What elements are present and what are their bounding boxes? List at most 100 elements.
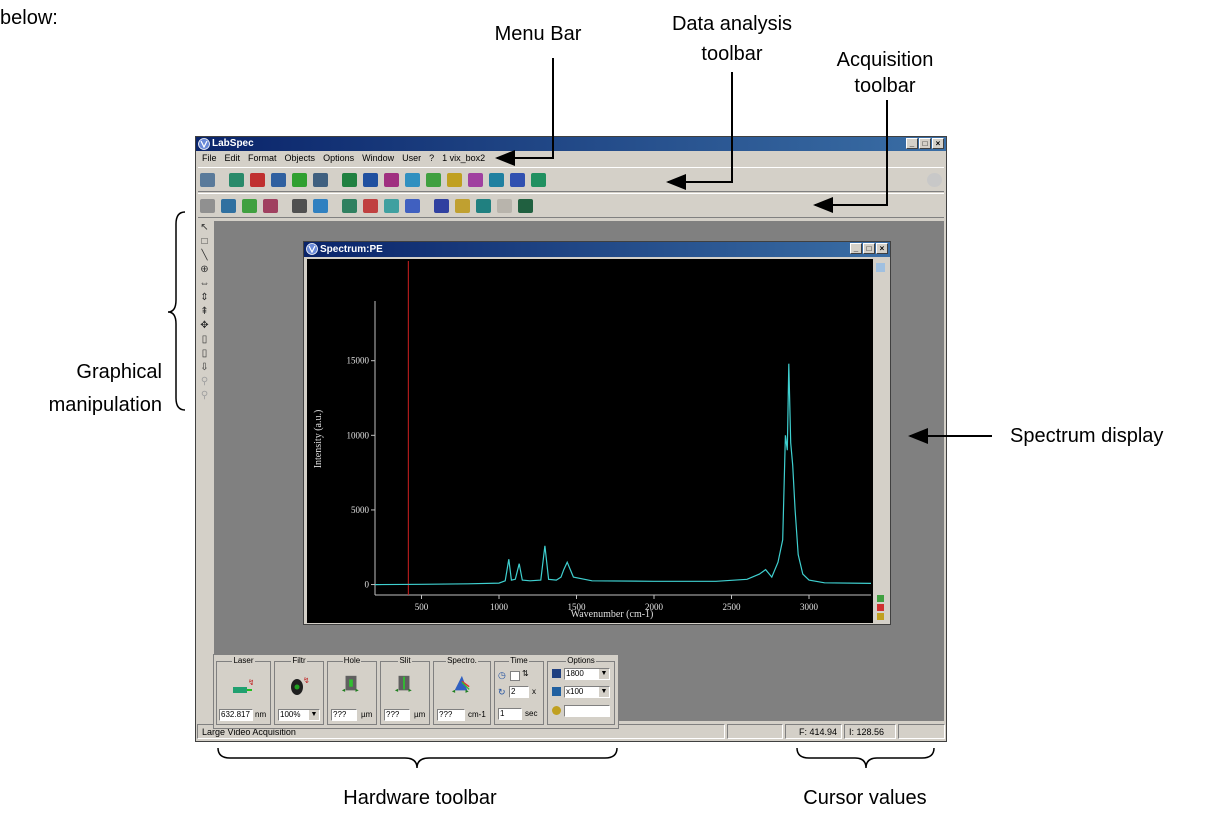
cursor-f-value: F: 414.94 (785, 724, 842, 739)
disabled-tool2-icon[interactable]: ⚲ (200, 390, 209, 401)
panel-green-icon[interactable] (877, 595, 884, 602)
pointer-tool-icon[interactable]: ↖ (200, 222, 209, 233)
horizontal-zoom-icon[interactable]: ⇔ (199, 278, 210, 289)
filter-dropdown-icon[interactable]: ▼ (309, 710, 319, 720)
spectrum-close-button[interactable]: × (876, 243, 888, 254)
filter-select[interactable]: 100% ▼ (278, 709, 320, 721)
spectrum-minimize-button[interactable]: _ (850, 243, 862, 254)
vertical-zoom-icon[interactable]: ⇕ (200, 292, 209, 303)
rectangle-tool-icon[interactable]: □ (201, 236, 208, 247)
realtime-button[interactable] (340, 196, 359, 215)
basket-button[interactable] (198, 170, 217, 189)
menu-recent-file[interactable]: 1 vix_box2 (442, 153, 486, 163)
grating-value: 1800 (566, 669, 584, 678)
minimize-button[interactable]: _ (906, 138, 918, 149)
vertical-shift-icon[interactable]: ⇞ (200, 306, 209, 317)
spectrum-maximize-button[interactable]: □ (863, 243, 875, 254)
menu-file[interactable]: File (202, 153, 217, 163)
map-button[interactable] (290, 170, 309, 189)
auto-button[interactable] (240, 196, 259, 215)
menu-window[interactable]: Window (362, 153, 395, 163)
hole-unit: µm (361, 710, 373, 719)
menu-edit[interactable]: Edit (224, 153, 241, 163)
laser-icon[interactable]: ↯ (231, 678, 253, 698)
spectra-button[interactable] (403, 170, 422, 189)
spectrum-window: Spectrum:PE _ □ × 500 1000 1500 2000 2500 300… (303, 241, 891, 625)
hole-input[interactable]: ??? (331, 709, 357, 721)
options-extra-input[interactable] (564, 705, 610, 717)
down-arrow-icon[interactable]: ⇩ (200, 362, 209, 373)
menu-options[interactable]: Options (323, 153, 355, 163)
line-tool-icon[interactable]: ╲ (201, 250, 208, 261)
options-label: Options (566, 656, 596, 665)
video-button[interactable] (219, 196, 238, 215)
spectrum-logo-icon (306, 243, 318, 255)
print-button[interactable] (311, 170, 330, 189)
seconds-input[interactable]: 1 (498, 708, 522, 720)
menu-format[interactable]: Format (248, 153, 277, 163)
grating-select[interactable]: 1800 ▼ (564, 668, 610, 680)
x-axis-label: Wavenumber (cm-1) (571, 609, 654, 620)
scatter-button[interactable] (382, 170, 401, 189)
spectrum-chart[interactable]: 500 1000 1500 2000 2500 3000 0 5000 10000 15000 W… (307, 259, 873, 623)
filter-group: Filtr ↯ 100% ▼ (274, 656, 324, 725)
multiwell-button[interactable] (474, 196, 493, 215)
peaks-button[interactable] (424, 170, 443, 189)
info-button[interactable] (340, 170, 359, 189)
open-button[interactable] (227, 170, 246, 189)
spectro-icon[interactable]: ◂ ▸ (450, 674, 472, 694)
spectrum-acq-button[interactable] (261, 196, 280, 215)
options-extra-icon[interactable] (552, 706, 561, 715)
grating-dropdown-icon[interactable]: ▼ (599, 669, 609, 679)
baseline-button[interactable] (508, 170, 527, 189)
profile-button[interactable] (432, 196, 451, 215)
expand-icon[interactable]: ▯ (201, 334, 208, 345)
image-button[interactable] (361, 170, 380, 189)
close-button[interactable]: × (932, 138, 944, 149)
menu-help[interactable]: ? (429, 153, 435, 163)
compress-icon[interactable]: ▯ (201, 348, 208, 359)
panel-top-icon[interactable] (876, 263, 885, 272)
panel-yellow-icon[interactable] (877, 613, 884, 620)
camera-button[interactable] (290, 196, 309, 215)
spectro-label: Spectro. (446, 656, 478, 665)
list-button[interactable] (198, 196, 217, 215)
menu-user[interactable]: User (402, 153, 422, 163)
hole-icon[interactable]: ◂ ▸ (340, 674, 362, 694)
area-button[interactable] (445, 170, 464, 189)
disabled-button[interactable] (495, 196, 514, 215)
spectro-input[interactable]: ??? (437, 709, 465, 721)
time-group: Time ◷ ⇅ ↻ 2 x 1 sec (494, 656, 544, 725)
disabled-tool-icon[interactable]: ⚲ (200, 376, 209, 387)
calibration-button[interactable] (516, 196, 535, 215)
time-sort-icon[interactable]: ⇅ (522, 669, 529, 678)
time-checkbox[interactable] (510, 671, 520, 681)
pan-tool-icon[interactable]: ✥ (200, 320, 209, 331)
objective-select[interactable]: x100 ▼ (564, 686, 610, 698)
save-button[interactable] (248, 170, 267, 189)
grid-acq-button[interactable] (403, 196, 422, 215)
spectrum-title: Spectrum:PE (320, 244, 383, 255)
data-analysis-label-line1: Data analysis (671, 13, 793, 35)
zoom-tool-icon[interactable]: ⊕ (200, 264, 209, 275)
multi-spectra-button[interactable] (529, 170, 548, 189)
grid-button[interactable] (269, 170, 288, 189)
slit-icon[interactable]: ◂ ▸ (393, 674, 415, 694)
laser-wavelength-input[interactable]: 632.817 (219, 709, 253, 721)
accumulation-input[interactable]: 2 (509, 686, 529, 698)
svg-text:▸: ▸ (409, 687, 412, 694)
depth-button[interactable] (453, 196, 472, 215)
extended-button[interactable] (361, 196, 380, 215)
panel-red-icon[interactable] (877, 604, 884, 611)
filter-wheel-icon[interactable]: ↯ (287, 676, 309, 696)
menu-objects[interactable]: Objects (284, 153, 316, 163)
maximize-button[interactable]: □ (919, 138, 931, 149)
map-acq-button[interactable] (382, 196, 401, 215)
slit-input[interactable]: ??? (384, 709, 410, 721)
objective-dropdown-icon[interactable]: ▼ (599, 687, 609, 697)
stage-button[interactable] (311, 196, 330, 215)
surface-button[interactable] (466, 170, 485, 189)
spectrum-plot[interactable]: 500 1000 1500 2000 2500 3000 0 5000 10000 15000 W… (307, 259, 873, 623)
fit-button[interactable] (487, 170, 506, 189)
data-analysis-label-line2: toolbar (701, 43, 763, 65)
